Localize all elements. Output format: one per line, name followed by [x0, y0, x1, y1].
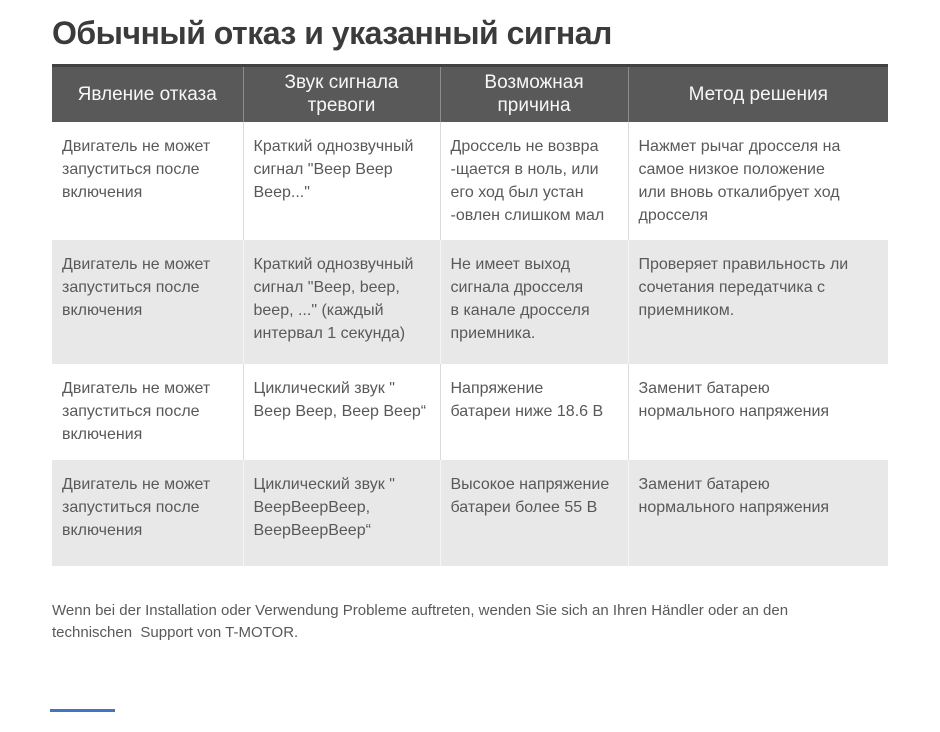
- page-title: Обычный отказ и указанный сигнал: [52, 15, 612, 51]
- column-header-solution: Метод решения: [627, 64, 888, 123]
- table-row: Двигатель не может запуститься после вкл…: [52, 460, 888, 567]
- fault-signal-table: Явление отказа Звук сигнала тревоги Возм…: [52, 64, 888, 567]
- table-cell-solution: Проверяет правильность ли сочетания пере…: [627, 240, 888, 365]
- column-header-fault-phenomenon: Явление отказа: [52, 64, 243, 123]
- accent-underline: [50, 709, 115, 712]
- table-header-row: Явление отказа Звук сигнала тревоги Возм…: [52, 64, 888, 123]
- table-cell-cause: Напряжение батареи ниже 18.6 В: [439, 364, 628, 461]
- table-cell-solution: Нажмет рычаг дросселя на самое низкое по…: [627, 122, 888, 241]
- column-header-alarm-sound: Звук сигнала тревоги: [242, 64, 440, 123]
- table-cell-sound: Циклический звук " BeepBeepBeep, BeepBee…: [242, 460, 440, 567]
- table-cell-cause: Не имеет выход сигнала дросселя в канале…: [439, 240, 628, 365]
- table-cell-sound: Циклический звук " Beep Beep, Beep Beep“: [242, 364, 440, 461]
- table-cell-fault: Двигатель не может запуститься после вкл…: [62, 476, 211, 540]
- table-cell-sound: Краткий однозвучный сигнал "Beep, beep, …: [242, 240, 440, 365]
- table-row: Двигатель не может запуститься после вкл…: [52, 240, 888, 365]
- table-cell-fault: Двигатель не может запуститься после вкл…: [62, 138, 211, 202]
- table-cell-cause: Дроссель не возвра -щается в ноль, или е…: [439, 122, 628, 241]
- table-row: Двигатель не может запуститься после вкл…: [52, 122, 888, 241]
- table-cell-solution: Заменит батарею нормального напряжения: [627, 364, 888, 461]
- table-cell-sound: Краткий однозвучный сигнал "Beep Beep Be…: [242, 122, 440, 241]
- table-cell-fault: Двигатель не может запуститься после вкл…: [62, 256, 211, 320]
- table-cell-fault: Двигатель не может запуститься после вкл…: [62, 380, 211, 444]
- table-row: Двигатель не может запуститься после вкл…: [52, 364, 888, 461]
- column-header-possible-cause: Возможная причина: [439, 64, 628, 123]
- table-cell-cause: Высокое напряжение батареи более 55 В: [439, 460, 628, 567]
- footer-note: Wenn bei der Installation oder Verwendun…: [52, 602, 789, 642]
- table-cell-solution: Заменит батарею нормального напряжения: [627, 460, 888, 567]
